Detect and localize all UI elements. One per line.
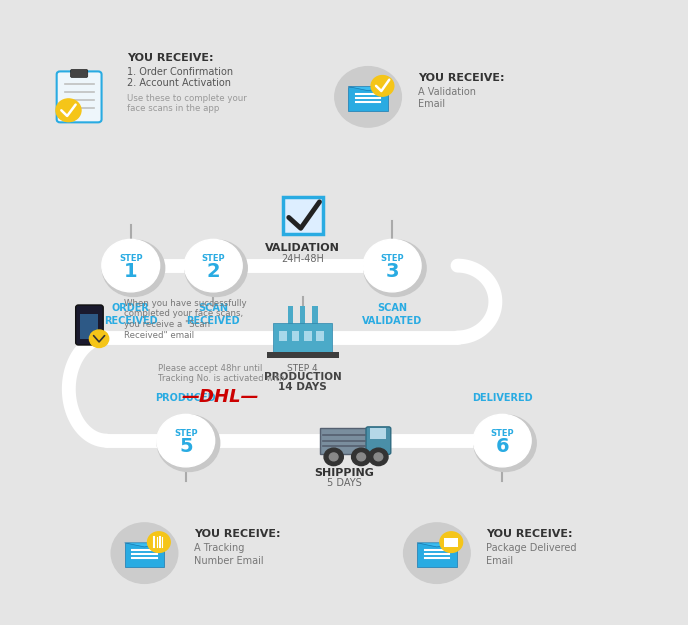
- Circle shape: [371, 76, 394, 96]
- Bar: [292, 331, 299, 341]
- Circle shape: [335, 67, 401, 127]
- Text: Number Email: Number Email: [194, 556, 264, 566]
- Text: STEP: STEP: [380, 254, 404, 262]
- Text: completed your face scans,: completed your face scans,: [124, 309, 243, 318]
- Circle shape: [352, 448, 371, 466]
- Text: STEP: STEP: [491, 429, 514, 438]
- Bar: [312, 306, 318, 324]
- Circle shape: [474, 415, 536, 471]
- Text: 1: 1: [124, 262, 138, 281]
- Circle shape: [324, 448, 343, 466]
- Text: SHIPPING: SHIPPING: [314, 468, 374, 478]
- Bar: [300, 306, 305, 324]
- Text: Tracking No. is activated with: Tracking No. is activated with: [158, 374, 285, 383]
- Text: Package Delivered: Package Delivered: [486, 543, 577, 553]
- FancyBboxPatch shape: [283, 198, 323, 234]
- Bar: [279, 331, 287, 341]
- Text: Email: Email: [486, 556, 513, 566]
- Text: When you have successfully: When you have successfully: [124, 299, 246, 308]
- Text: SCAN
VALIDATED: SCAN VALIDATED: [362, 303, 422, 326]
- Text: A Validation: A Validation: [418, 87, 475, 97]
- Text: YOU RECEIVE:: YOU RECEIVE:: [486, 529, 573, 539]
- Text: Received" email: Received" email: [124, 331, 194, 339]
- Text: 6: 6: [495, 437, 509, 456]
- Text: Please accept 48hr until: Please accept 48hr until: [158, 364, 263, 373]
- Polygon shape: [125, 542, 164, 547]
- FancyBboxPatch shape: [71, 69, 87, 78]
- Circle shape: [147, 532, 170, 552]
- Circle shape: [473, 414, 531, 467]
- FancyBboxPatch shape: [348, 86, 388, 111]
- FancyBboxPatch shape: [366, 427, 391, 454]
- FancyBboxPatch shape: [444, 538, 458, 548]
- Text: 5 DAYS: 5 DAYS: [327, 478, 361, 488]
- Text: YOU RECEIVE:: YOU RECEIVE:: [418, 73, 504, 83]
- Circle shape: [357, 453, 365, 461]
- Text: STEP: STEP: [174, 429, 197, 438]
- Circle shape: [330, 453, 338, 461]
- Circle shape: [404, 523, 470, 583]
- FancyBboxPatch shape: [417, 542, 457, 567]
- Circle shape: [111, 523, 178, 583]
- Text: Use these to complete your: Use these to complete your: [127, 94, 247, 102]
- Circle shape: [157, 414, 215, 467]
- Text: 24H-48H: 24H-48H: [281, 254, 324, 264]
- Circle shape: [158, 415, 219, 471]
- Bar: [267, 352, 339, 358]
- Circle shape: [363, 239, 421, 292]
- Circle shape: [374, 453, 383, 461]
- FancyBboxPatch shape: [56, 71, 102, 122]
- Text: STEP: STEP: [202, 254, 225, 262]
- Text: PRODUCED: PRODUCED: [155, 393, 216, 403]
- Text: A Tracking: A Tracking: [194, 543, 244, 553]
- Text: —DHL—: —DHL—: [182, 388, 259, 406]
- Circle shape: [440, 532, 462, 552]
- Text: 3: 3: [385, 262, 399, 281]
- Circle shape: [89, 330, 109, 348]
- Circle shape: [56, 99, 81, 122]
- Text: 14 DAYS: 14 DAYS: [279, 382, 327, 392]
- Text: 5: 5: [179, 437, 193, 456]
- Circle shape: [364, 240, 426, 296]
- FancyBboxPatch shape: [76, 305, 103, 345]
- Bar: [288, 306, 293, 324]
- Text: 1. Order Confirmation: 1. Order Confirmation: [127, 67, 233, 77]
- Text: DELIVERED: DELIVERED: [472, 393, 533, 403]
- Circle shape: [185, 240, 247, 296]
- FancyBboxPatch shape: [80, 314, 98, 339]
- FancyBboxPatch shape: [320, 428, 368, 454]
- Polygon shape: [417, 542, 457, 547]
- Circle shape: [369, 448, 388, 466]
- Circle shape: [184, 239, 242, 292]
- Circle shape: [102, 239, 160, 292]
- FancyBboxPatch shape: [370, 428, 386, 439]
- Text: face scans in the app: face scans in the app: [127, 104, 219, 112]
- Text: STEP 4: STEP 4: [288, 364, 318, 372]
- FancyBboxPatch shape: [274, 322, 332, 352]
- Text: PRODUCTION: PRODUCTION: [264, 372, 342, 382]
- Text: YOU RECEIVE:: YOU RECEIVE:: [194, 529, 281, 539]
- Text: SCAN
RECEIVED: SCAN RECEIVED: [186, 303, 240, 326]
- Text: Email: Email: [418, 99, 444, 109]
- Polygon shape: [348, 86, 388, 91]
- Text: ORDER
RECEIVED: ORDER RECEIVED: [104, 303, 158, 326]
- Text: STEP: STEP: [119, 254, 142, 262]
- Text: VALIDATION: VALIDATION: [266, 243, 340, 253]
- Text: 2. Account Activation: 2. Account Activation: [127, 78, 231, 88]
- Circle shape: [103, 240, 164, 296]
- FancyBboxPatch shape: [125, 542, 164, 567]
- Bar: [304, 331, 312, 341]
- Bar: [316, 331, 324, 341]
- Text: 2: 2: [206, 262, 220, 281]
- Text: you receive a "Scan: you receive a "Scan: [124, 320, 210, 329]
- Text: YOU RECEIVE:: YOU RECEIVE:: [127, 53, 214, 63]
